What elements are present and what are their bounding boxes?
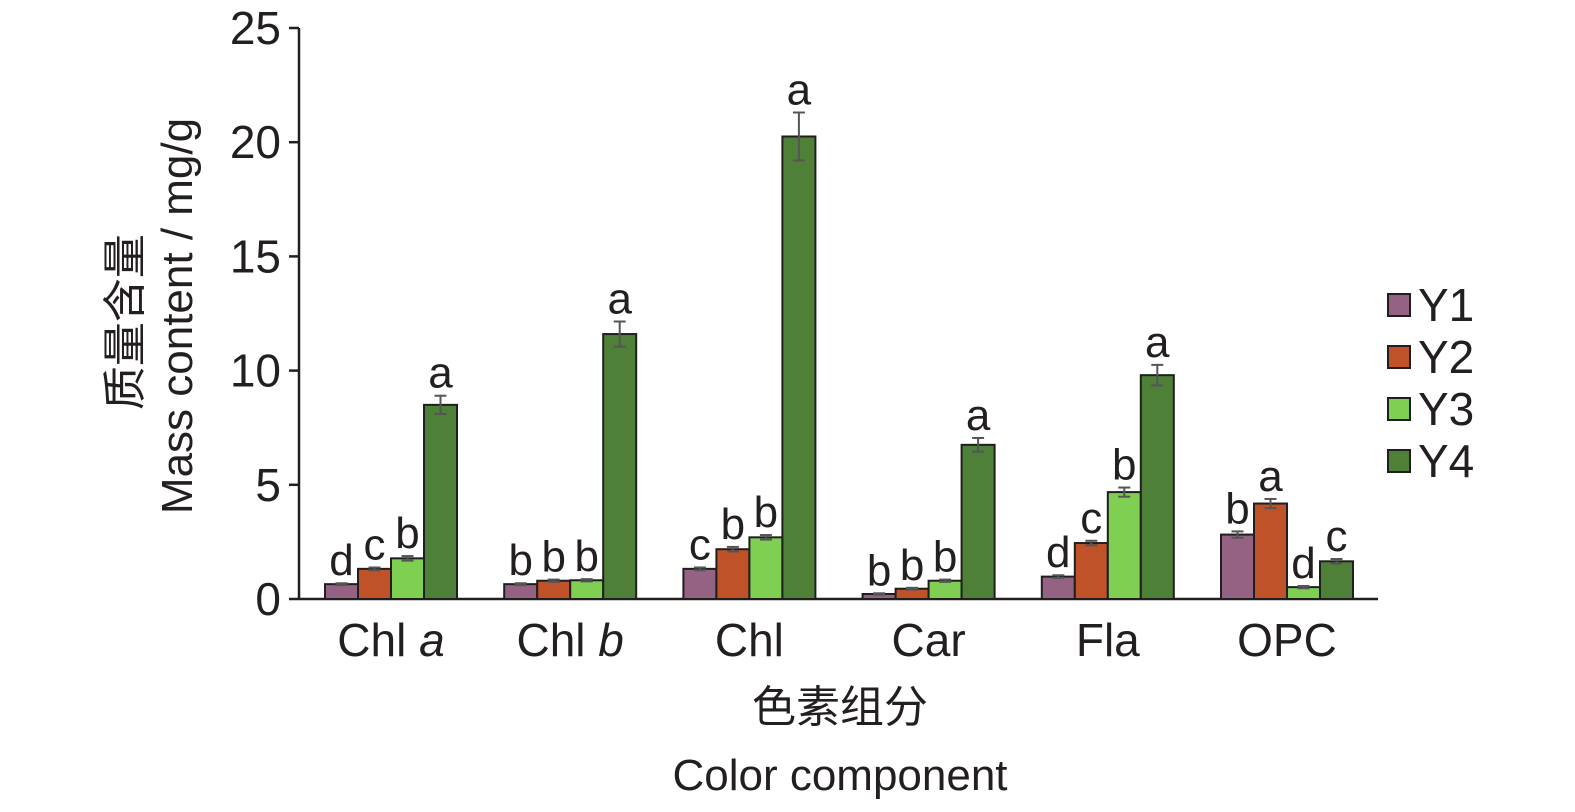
- significance-letter: b: [1112, 441, 1136, 490]
- bar: [781, 135, 817, 601]
- significance-letter: a: [1258, 452, 1283, 501]
- bar: [569, 579, 605, 600]
- legend-swatch: [1387, 397, 1411, 421]
- y-tick-label: 25: [230, 2, 281, 54]
- bar: [1040, 575, 1076, 601]
- bar: [1139, 374, 1175, 600]
- bar: [1073, 542, 1109, 600]
- significance-letter: a: [966, 391, 991, 440]
- y-tick-label: 10: [230, 345, 281, 397]
- x-tick-label: Fla: [1076, 614, 1140, 666]
- legend-label: Y2: [1418, 331, 1474, 383]
- x-tick-label: Chl b: [516, 614, 623, 666]
- bar: [602, 333, 638, 600]
- x-axis-title-en: Color component: [672, 751, 1007, 800]
- significance-letter: b: [395, 509, 419, 558]
- significance-letter: b: [754, 488, 778, 537]
- legend-label: Y4: [1418, 435, 1474, 487]
- significance-letter: a: [428, 349, 453, 398]
- bar: [423, 403, 458, 600]
- y-tick-label: 20: [230, 116, 281, 168]
- bar: [682, 567, 718, 600]
- x-tick-label: Car: [892, 614, 966, 666]
- significance-letter: b: [1225, 484, 1249, 533]
- significance-letter: d: [329, 536, 353, 585]
- legend-label: Y3: [1418, 383, 1474, 435]
- significance-letter: d: [1046, 528, 1070, 577]
- significance-letter: a: [607, 274, 632, 323]
- legend-swatch: [1387, 293, 1411, 317]
- y-tick-label: 5: [255, 459, 281, 511]
- y-axis-title: 质量含量 Mass content / mg/g: [101, 118, 202, 514]
- y-tick-label: 0: [255, 573, 281, 625]
- significance-letter: d: [1291, 539, 1315, 588]
- bar: [748, 536, 784, 600]
- significance-letter: c: [689, 520, 711, 569]
- legend-swatch: [1387, 449, 1411, 473]
- significance-letter: a: [1145, 318, 1170, 367]
- x-tick-label: Chl a: [337, 614, 444, 666]
- significance-letter: b: [900, 541, 924, 590]
- significance-letter: b: [721, 500, 745, 549]
- y-axis-title-en: Mass content / mg/g: [153, 118, 202, 514]
- x-axis-title-zh: 色素组分: [752, 683, 928, 732]
- significance-letter: c: [1326, 512, 1348, 561]
- x-tick-label: OPC: [1237, 614, 1337, 666]
- significance-letter: c: [364, 520, 386, 569]
- legend-swatch: [1387, 345, 1411, 369]
- significance-letter: c: [1080, 494, 1102, 543]
- y-tick-label: 15: [230, 230, 281, 282]
- bar: [715, 548, 751, 600]
- bar: [927, 579, 963, 601]
- significance-letter: b: [574, 532, 598, 581]
- significance-letter: b: [508, 536, 532, 585]
- significance-letter: a: [787, 66, 812, 115]
- bar: [1220, 533, 1255, 600]
- bar: [1319, 560, 1354, 601]
- significance-letter: b: [541, 533, 565, 582]
- bar: [324, 583, 359, 600]
- significance-letter: b: [867, 546, 891, 595]
- y-axis-title-zh: 质量含量: [101, 234, 150, 410]
- bar: [1106, 491, 1142, 600]
- bar: [357, 567, 392, 600]
- x-tick-label: Chl: [715, 614, 784, 666]
- legend-label: Y1: [1418, 279, 1474, 331]
- bar: [536, 579, 572, 601]
- bar: [960, 443, 996, 600]
- bar: [1253, 502, 1288, 601]
- bar: [390, 557, 425, 600]
- significance-letter: b: [933, 533, 957, 582]
- bar: [503, 583, 539, 600]
